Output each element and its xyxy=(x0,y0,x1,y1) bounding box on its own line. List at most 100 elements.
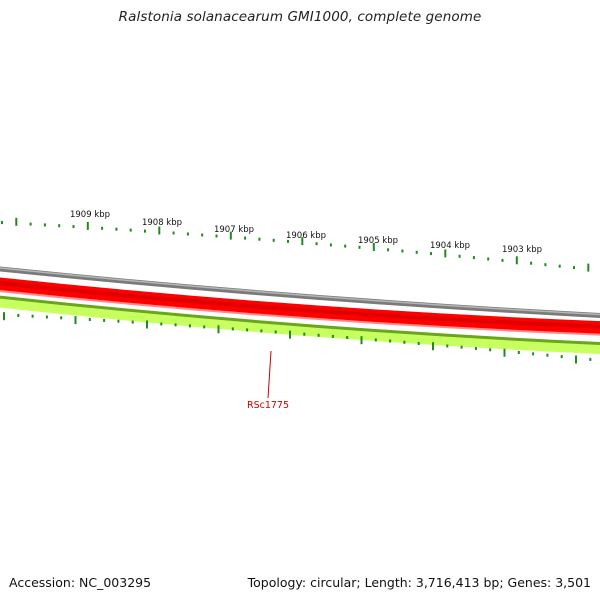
tick-label: 1908 kbp xyxy=(142,218,182,228)
tick-label: 1907 kbp xyxy=(214,225,254,235)
major-tick-mark xyxy=(372,243,375,251)
minor-tick-mark xyxy=(589,357,592,361)
minor-tick-mark xyxy=(244,236,247,240)
minor-tick-mark xyxy=(1,221,3,225)
major-tick-mark xyxy=(587,263,590,272)
major-tick-mark xyxy=(3,312,5,321)
minor-tick-mark xyxy=(532,352,535,356)
minor-tick-mark xyxy=(274,330,277,334)
minor-tick-mark xyxy=(246,328,249,332)
minor-tick-mark xyxy=(546,353,549,357)
minor-tick-mark xyxy=(329,243,332,247)
major-tick-mark xyxy=(301,237,304,246)
major-tick-mark xyxy=(217,325,220,334)
minor-tick-mark xyxy=(43,223,46,227)
minor-tick-mark xyxy=(31,314,34,318)
forward-feature-ring-edge xyxy=(0,290,600,336)
minor-tick-mark xyxy=(303,332,306,336)
minor-tick-mark xyxy=(188,324,191,328)
tick-label: 1903 kbp xyxy=(502,245,542,255)
minor-tick-mark xyxy=(101,226,104,230)
minor-tick-mark xyxy=(287,239,289,243)
minor-tick-mark xyxy=(501,258,504,262)
minor-tick-mark xyxy=(174,323,177,327)
minor-tick-mark xyxy=(72,225,75,229)
reverse-feature-ring xyxy=(0,296,600,355)
major-tick-mark xyxy=(15,217,18,226)
lower-tick-marks xyxy=(3,312,592,364)
major-tick-mark xyxy=(503,348,506,357)
minor-tick-mark xyxy=(315,242,318,246)
minor-tick-mark xyxy=(60,316,63,320)
minor-tick-mark xyxy=(387,248,390,252)
minor-tick-mark xyxy=(472,256,475,260)
minor-tick-mark xyxy=(530,261,533,265)
minor-tick-mark xyxy=(201,233,204,237)
minor-tick-mark xyxy=(117,319,120,323)
minor-tick-mark xyxy=(88,318,91,321)
minor-tick-mark xyxy=(489,348,492,352)
minor-tick-mark xyxy=(458,254,461,258)
major-tick-mark xyxy=(444,249,447,258)
minor-tick-mark xyxy=(160,322,163,326)
upper-tick-marks xyxy=(1,217,590,272)
major-tick-mark xyxy=(289,330,291,339)
minor-tick-mark xyxy=(144,229,146,233)
genome-summary-text: Topology: circular; Length: 3,716,413 bp… xyxy=(247,575,591,590)
tick-label: 1905 kbp xyxy=(358,236,398,246)
minor-tick-mark xyxy=(517,351,520,354)
minor-tick-mark xyxy=(573,266,575,270)
minor-tick-mark xyxy=(258,237,261,241)
minor-tick-mark xyxy=(403,340,406,344)
tick-label: 1904 kbp xyxy=(430,241,470,251)
minor-tick-mark xyxy=(430,252,432,256)
minor-tick-mark xyxy=(460,345,463,349)
major-tick-mark xyxy=(575,355,577,364)
minor-tick-mark xyxy=(560,355,563,359)
minor-tick-mark xyxy=(344,244,347,248)
backbone-ring xyxy=(0,266,600,318)
tick-labels: 1909 kbp 1908 kbp 1907 kbp 1906 kbp 1905 kbp… xyxy=(70,210,542,255)
minor-tick-mark xyxy=(401,249,404,253)
minor-tick-mark xyxy=(215,234,218,238)
minor-tick-mark xyxy=(272,238,275,242)
tick-label: 1906 kbp xyxy=(286,231,326,241)
major-tick-mark xyxy=(229,231,232,240)
minor-tick-mark xyxy=(29,222,32,226)
minor-tick-mark xyxy=(260,329,263,333)
major-tick-mark xyxy=(432,342,434,351)
minor-tick-mark xyxy=(487,257,490,261)
minor-tick-mark xyxy=(317,333,320,337)
minor-tick-mark xyxy=(331,334,334,338)
minor-tick-mark xyxy=(186,232,189,236)
reverse-feature-ring-edge xyxy=(0,295,600,346)
minor-tick-mark xyxy=(129,228,132,232)
minor-tick-mark xyxy=(203,325,206,329)
forward-feature-ring-core xyxy=(0,281,600,329)
minor-tick-mark xyxy=(131,320,134,324)
minor-tick-mark xyxy=(374,338,377,342)
minor-tick-mark xyxy=(58,224,61,228)
minor-tick-mark xyxy=(103,318,106,322)
major-tick-mark xyxy=(86,221,89,230)
minor-tick-mark xyxy=(389,339,392,343)
major-tick-mark xyxy=(360,336,363,345)
backbone-ring-highlight xyxy=(0,267,600,316)
minor-tick-mark xyxy=(446,344,449,348)
major-tick-mark xyxy=(74,316,77,325)
minor-tick-mark xyxy=(115,227,118,231)
minor-tick-mark xyxy=(558,264,561,268)
minor-tick-mark xyxy=(45,315,48,319)
minor-tick-mark xyxy=(358,245,361,249)
minor-tick-mark xyxy=(346,336,349,339)
gene-label-rsc1775: RSc1775 xyxy=(247,400,289,411)
gene-label-leader xyxy=(267,350,272,399)
map-title: Ralstonia solanacearum GMI1000, complete… xyxy=(118,9,482,25)
minor-tick-mark xyxy=(415,250,418,254)
major-tick-mark xyxy=(158,226,161,235)
minor-tick-mark xyxy=(544,263,547,267)
minor-tick-mark xyxy=(231,327,234,331)
major-tick-mark xyxy=(146,320,148,329)
minor-tick-mark xyxy=(172,231,175,235)
minor-tick-mark xyxy=(417,342,420,345)
